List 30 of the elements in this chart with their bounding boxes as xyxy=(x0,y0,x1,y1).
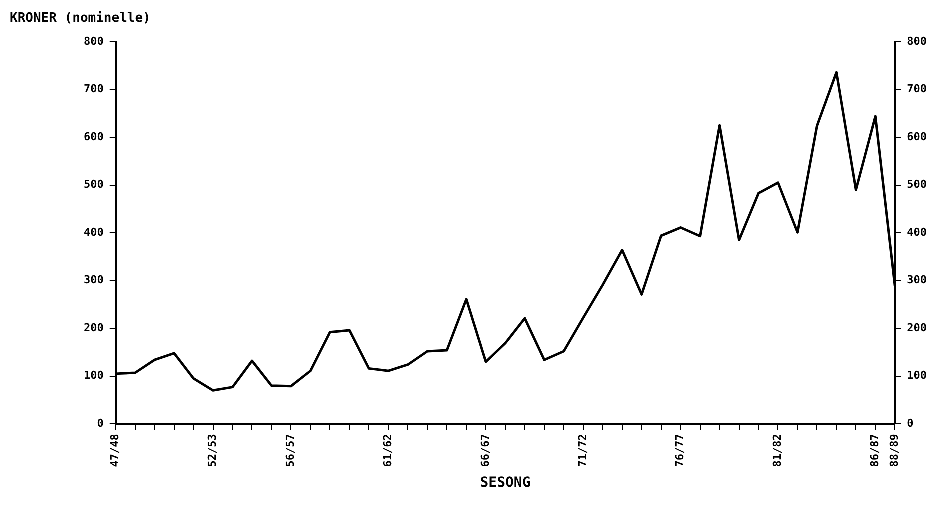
x-tick-label: 52/53 xyxy=(206,434,220,468)
y-tick-label: 700 xyxy=(84,82,104,96)
y-tick-label: 200 xyxy=(84,321,104,334)
x-tick-label: 88/89 xyxy=(888,434,901,468)
y-tick-label: 500 xyxy=(84,178,104,192)
y2-tick-label: 0 xyxy=(907,416,914,430)
x-tick-label: 71/72 xyxy=(576,434,590,468)
y2-tick-label: 600 xyxy=(907,130,928,144)
x-axis-title: SESONG xyxy=(480,475,531,492)
y2-tick-label: 300 xyxy=(907,274,928,287)
x-tick-label: 81/82 xyxy=(771,434,784,468)
y-tick-label: 300 xyxy=(84,274,104,287)
y2-tick-label: 700 xyxy=(907,82,928,96)
x-tick-label: 61/62 xyxy=(381,434,394,468)
y-tick-label: 100 xyxy=(84,369,104,382)
x-tick-label: 86/87 xyxy=(868,434,882,468)
x-tick-label: 66/67 xyxy=(478,434,492,468)
y2-tick-label: 500 xyxy=(907,178,928,192)
y2-tick-label: 800 xyxy=(907,34,928,48)
y-tick-label: 600 xyxy=(84,130,104,144)
y-tick-label: 800 xyxy=(84,34,104,48)
x-tick-label: 56/57 xyxy=(284,434,298,468)
y-axis-title: KRONER (nominelle) xyxy=(10,10,151,26)
x-tick-label: 76/77 xyxy=(674,434,687,468)
y2-tick-label: 400 xyxy=(907,226,928,239)
y-tick-label: 0 xyxy=(97,416,104,430)
y2-tick-label: 200 xyxy=(907,321,928,334)
y-tick-label: 400 xyxy=(84,226,104,239)
x-tick-label: 47/48 xyxy=(108,434,122,468)
y2-tick-label: 100 xyxy=(907,369,928,382)
